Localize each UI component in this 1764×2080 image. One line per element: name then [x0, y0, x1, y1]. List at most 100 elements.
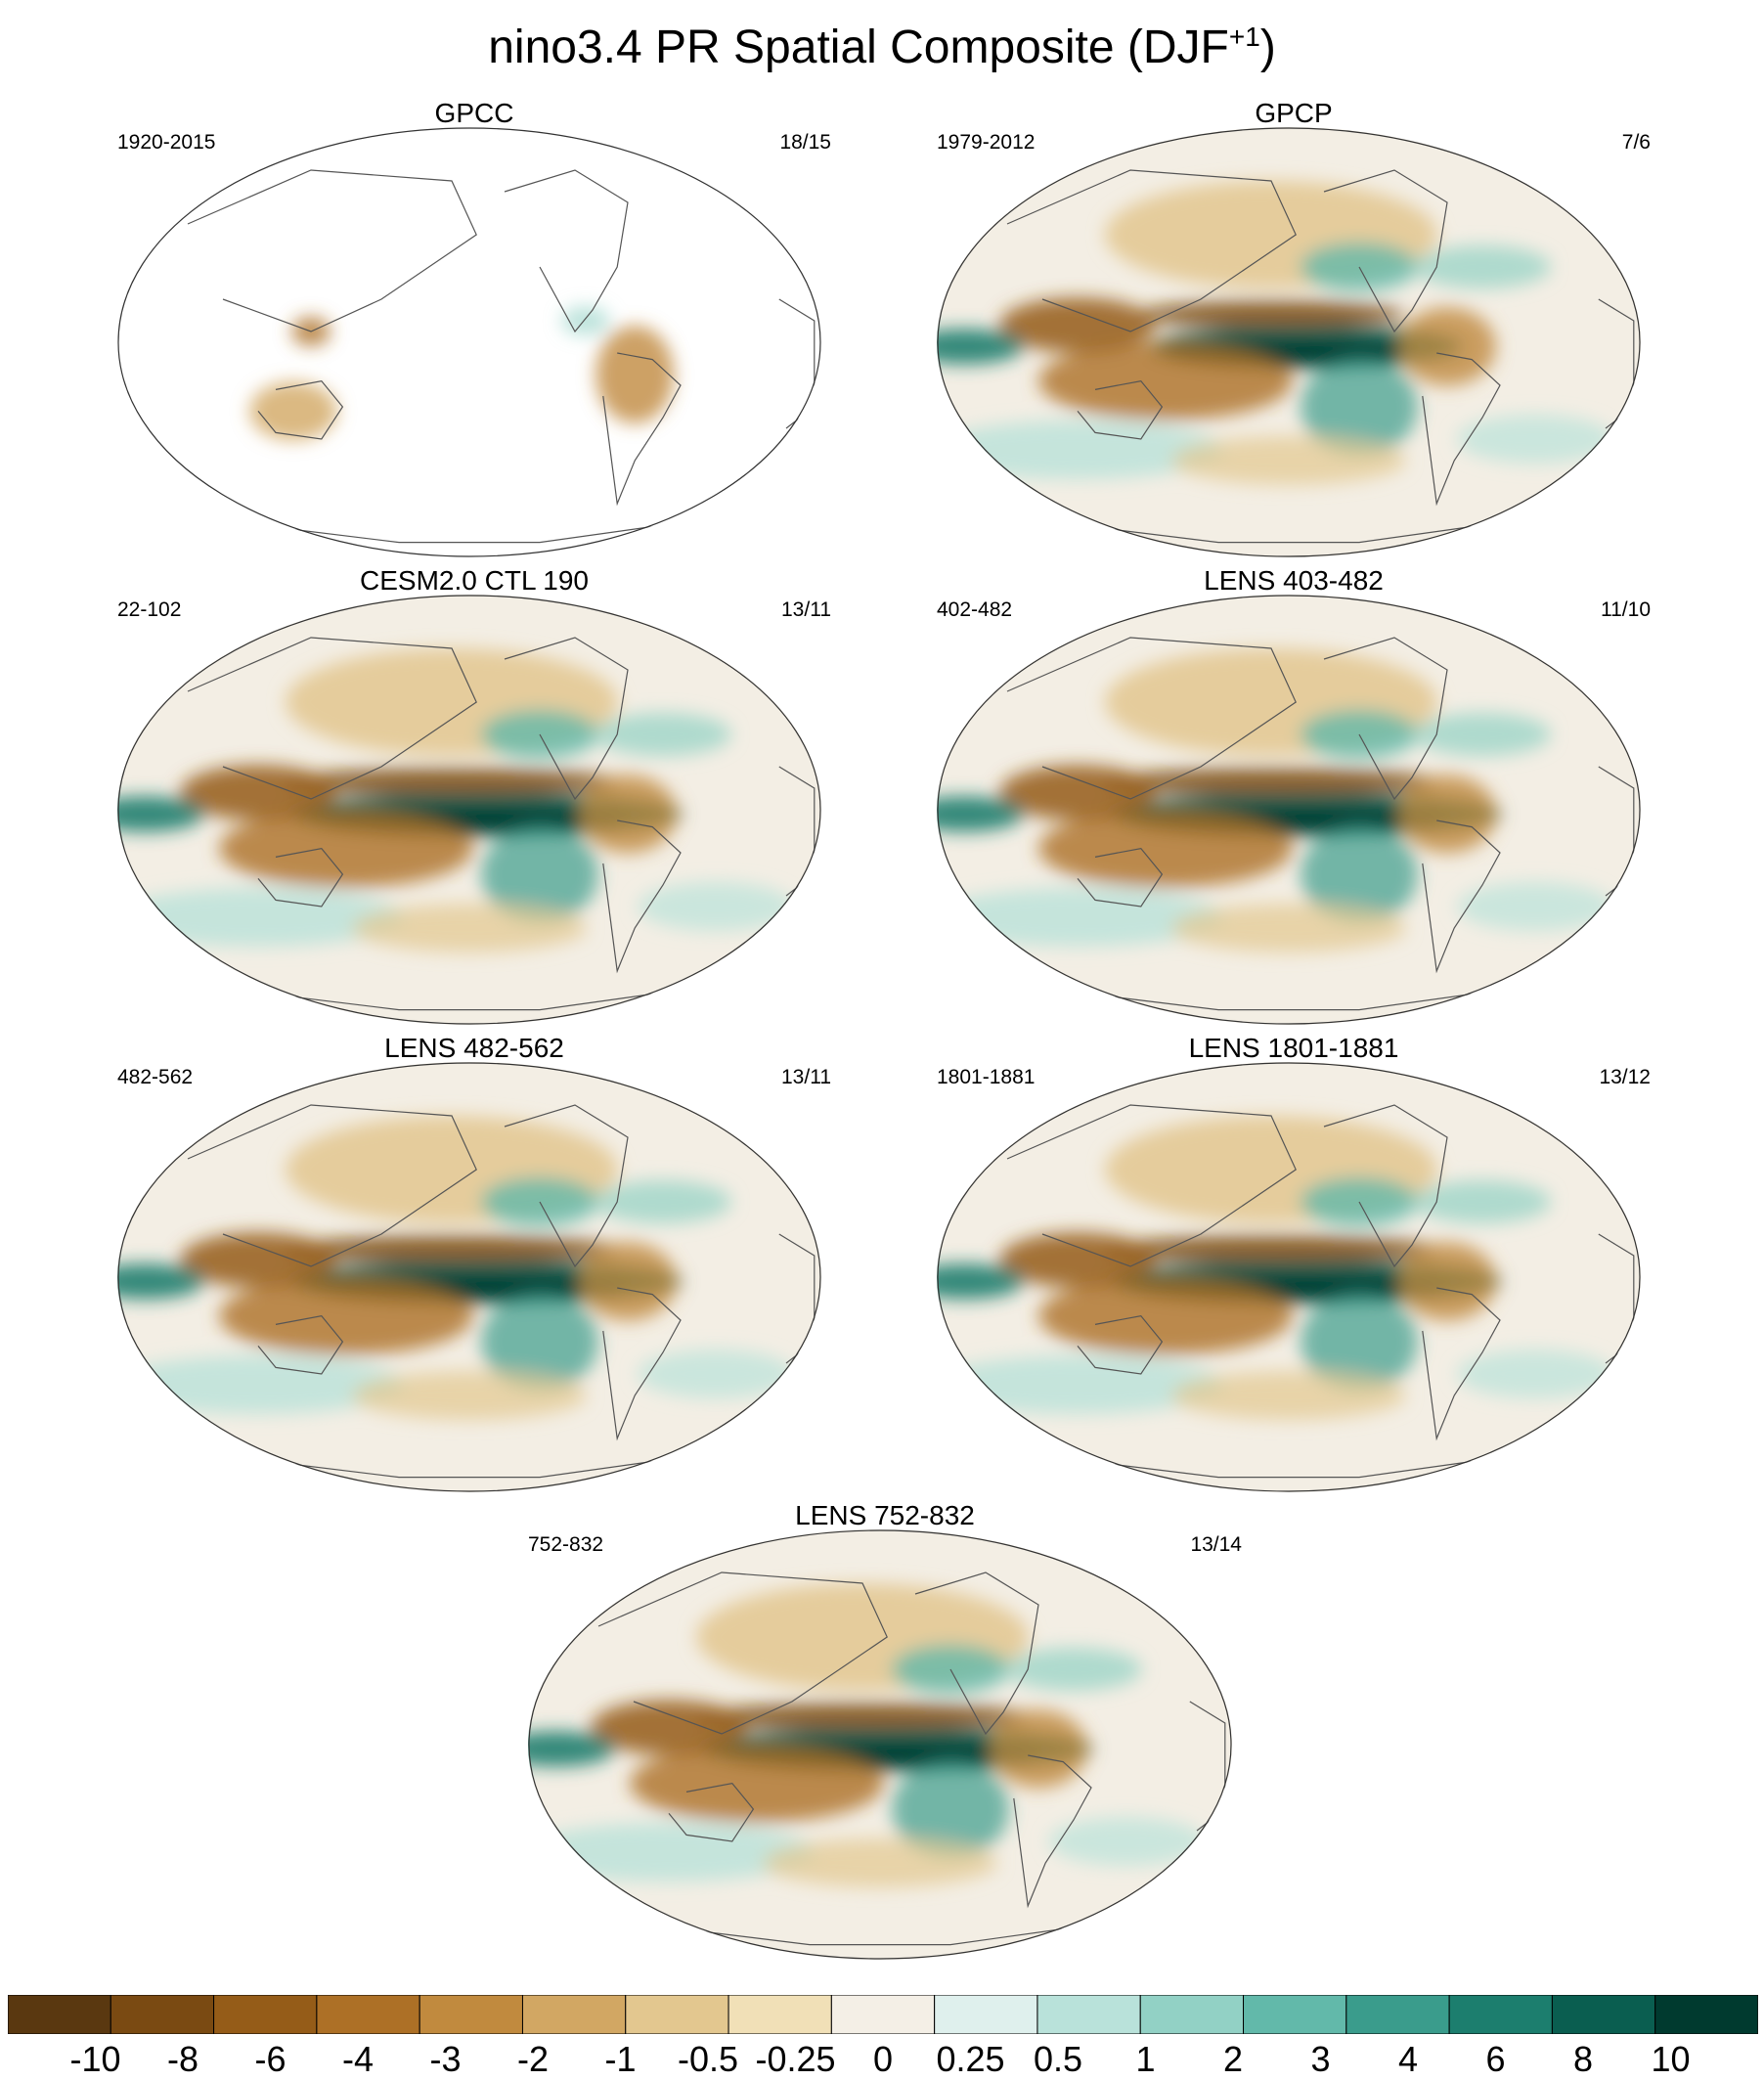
precip-anomaly-blob: [591, 1700, 747, 1755]
colorbar-tick-label: -6: [254, 2039, 287, 2079]
precip-anomaly-blob: [990, 1709, 1087, 1789]
colorbar-tick-label: 0.25: [936, 2039, 1005, 2079]
precip-anomaly-blob: [560, 306, 610, 335]
precip-anomaly-blob: [1398, 1242, 1496, 1321]
precip-anomaly-blob: [579, 774, 677, 854]
precip-anomaly-blob: [630, 1744, 884, 1823]
colorbar-swatch: [1036, 1995, 1141, 2034]
panel-period: 752-832: [528, 1533, 604, 1556]
map-panel: LENS 482-562 482-562 13/11: [117, 1033, 831, 1492]
map-panel: GPCC 1920-2015 18/15: [117, 98, 831, 557]
precip-anomaly-blob: [352, 1371, 587, 1420]
map-field: [117, 1062, 821, 1492]
precip-anomaly-blob: [1038, 1276, 1293, 1355]
map-field: [937, 127, 1641, 557]
precip-anomaly-blob: [180, 1232, 336, 1288]
coastline: [1323, 1104, 1448, 1268]
title-close: ): [1259, 22, 1276, 73]
colorbar-swatch: [625, 1995, 729, 2034]
colorbar-tick-label: -8: [166, 2039, 199, 2079]
coastline: [1422, 1287, 1501, 1441]
ocean-background: [117, 127, 821, 557]
precip-anomaly-blob: [219, 809, 473, 888]
panel-period: 482-562: [117, 1066, 194, 1088]
coastline: [1006, 1104, 1297, 1267]
colorbar-labels: -10 -8 -6 -4 -3 -2 -1 -0.5 -0.25 0 0.25 0.5 1 2 3 4 6 8 10: [8, 2039, 1758, 2079]
precip-anomaly-blob: [937, 420, 1224, 479]
robinson-map: [117, 595, 821, 1025]
coastline: [597, 1571, 888, 1735]
map-field: [937, 1062, 1641, 1492]
map-field: [117, 127, 821, 557]
map-field: [528, 1529, 1232, 1960]
page-title: nino3.4 PR Spatial Composite (DJF+1): [0, 8, 1764, 77]
panel-period: 22-102: [117, 598, 182, 621]
precip-anomaly-blob: [1171, 1371, 1406, 1420]
coastline: [257, 379, 344, 440]
coastline: [1323, 169, 1448, 333]
colorbar-swatch: [1345, 1995, 1450, 2034]
precip-anomaly-blob: [219, 1276, 473, 1355]
coastline: [1077, 992, 1483, 1011]
precip-anomaly-blob: [1105, 768, 1437, 796]
robinson-map: [117, 1062, 821, 1492]
map-panel: CESM2.0 CTL 190 22-102 13/11: [117, 565, 831, 1025]
precip-anomaly-blob: [117, 1355, 405, 1414]
precip-anomaly-blob: [1038, 809, 1293, 888]
panel-period: 1801-1881: [937, 1066, 1036, 1088]
precip-anomaly-blob: [1105, 1235, 1437, 1263]
map-field: [117, 595, 821, 1025]
map-border: [117, 127, 821, 557]
coastline: [1077, 1314, 1164, 1375]
precip-anomaly-blob: [937, 1355, 1224, 1414]
panel-count: 18/15: [779, 131, 831, 154]
colorbar-tick-label: -3: [429, 2039, 462, 2079]
precip-anomaly-blob: [638, 882, 794, 931]
colorbar-tick-label: 6: [1485, 2039, 1506, 2079]
colorbar-swatch: [1139, 1995, 1245, 2034]
coastline: [668, 1926, 1075, 1946]
colorbar-tick-label: 0.5: [1033, 2039, 1083, 2079]
panel-title: LENS 752-832: [795, 1500, 975, 1530]
title-text: nino3.4 PR Spatial Composite (DJF: [488, 22, 1229, 73]
precip-anomaly-blob: [1048, 1817, 1205, 1866]
colorbar-tick-label: 0: [872, 2039, 894, 2079]
coastline: [602, 819, 682, 974]
map-panel: LENS 1801-1881 1801-1881 13/12: [937, 1033, 1651, 1492]
precip-anomaly-blob: [286, 768, 618, 796]
coastline: [504, 637, 629, 801]
colorbar-swatch: [830, 1995, 936, 2034]
coastline: [1323, 637, 1448, 801]
precip-anomaly-blob: [579, 1242, 677, 1321]
colorbar-swatch: [1448, 1995, 1553, 2034]
panel-title: LENS 403-482: [1204, 565, 1384, 596]
panel-period: 1920-2015: [117, 131, 216, 154]
map-border: [937, 127, 1641, 557]
robinson-map: [937, 127, 1641, 557]
precip-anomaly-blob: [286, 1235, 618, 1263]
colorbar-tick-label: -2: [516, 2039, 550, 2079]
panel-period: 402-482: [937, 598, 1013, 621]
precip-anomaly-blob: [481, 1293, 598, 1391]
precip-anomaly-blob: [999, 765, 1156, 820]
panel-period: 1979-2012: [937, 131, 1036, 154]
coastline: [257, 1459, 664, 1479]
colorbar-swatch: [1243, 1995, 1347, 2034]
panel-title: LENS 482-562: [384, 1033, 564, 1063]
coastline: [1006, 637, 1297, 800]
colorbar-swatch: [110, 1995, 215, 2034]
coastline: [504, 169, 629, 333]
precip-anomaly-blob: [1414, 245, 1551, 288]
colorbar: [8, 1995, 1758, 2034]
precip-anomaly-blob: [528, 1823, 816, 1881]
precip-anomaly-blob: [595, 326, 675, 423]
colorbar-tick-label: 8: [1572, 2039, 1594, 2079]
precip-anomaly-blob: [1138, 300, 1404, 329]
panel-count: 13/12: [1599, 1066, 1651, 1088]
precip-anomaly-blob: [937, 1263, 1024, 1300]
precip-anomaly-blob: [1457, 882, 1613, 931]
panel-title: CESM2.0 CTL 190: [360, 565, 589, 596]
coastline: [602, 352, 682, 507]
colorbar-tick-label: -4: [341, 2039, 375, 2079]
precip-anomaly-blob: [1171, 436, 1406, 485]
